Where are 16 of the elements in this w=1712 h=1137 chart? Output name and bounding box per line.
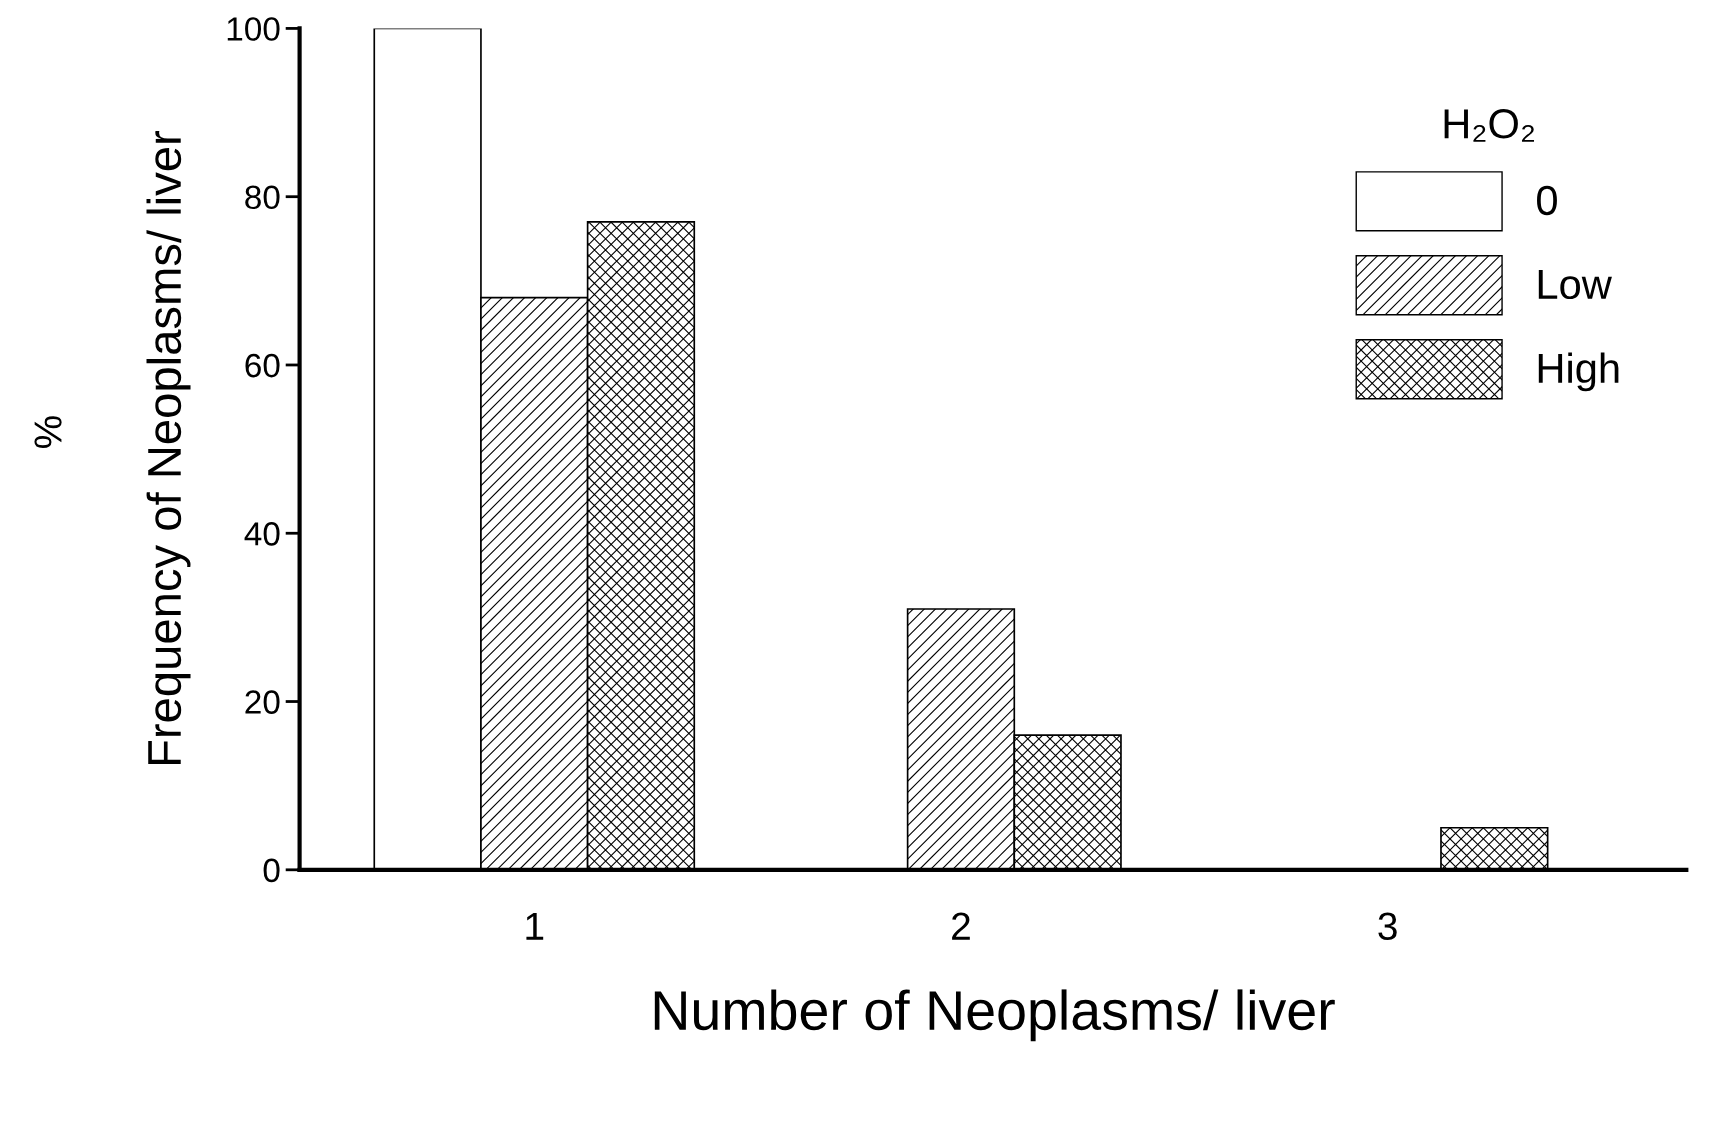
y-tick-label: 40 [244,522,280,546]
legend-title: H₂O₂ [1444,109,1535,142]
text: % [34,416,62,448]
x-tick-label: 1 [526,912,544,940]
y-tick-label: 80 [245,185,280,210]
x-tick-label: 3 [1378,912,1397,941]
legend-label: Low [1538,270,1612,300]
x-tick-label: 2 [952,912,970,940]
legend-label: High [1538,352,1619,392]
y-tick-label: 60 [245,353,280,378]
x-axis-title: Number of Neoplasms/ liver [654,989,1335,1042]
y-tick-label: 20 [245,690,280,714]
y-tick-label: 0 [263,858,280,883]
legend-label: 0 [1537,185,1557,216]
y-axis-title: Frequency of Neoplasms/ liver [146,131,191,765]
y-tick-label: 100 [227,17,280,41]
